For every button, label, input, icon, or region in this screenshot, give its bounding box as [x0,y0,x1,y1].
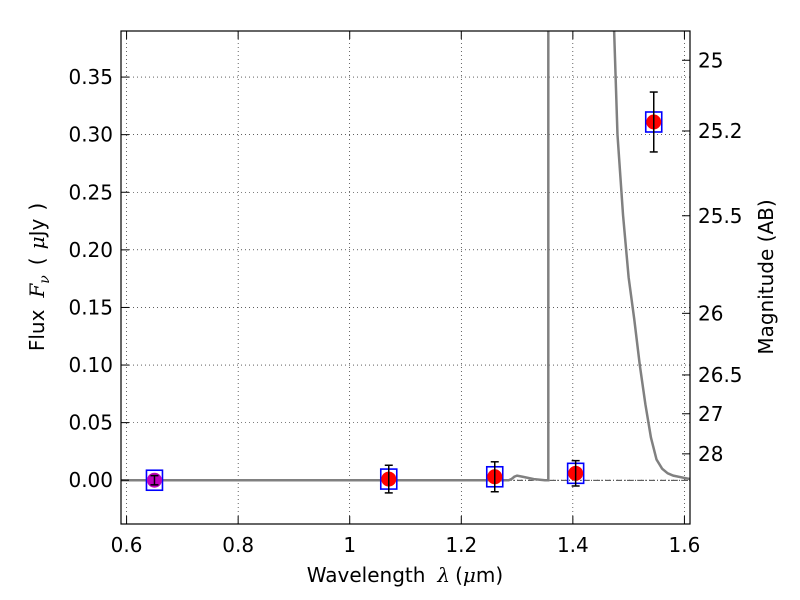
y2-tick-label: 25.5 [698,204,743,228]
x-tick-label: 0.6 [111,533,143,557]
x-tick-label: 1.2 [445,533,477,557]
y2-tick-label: 25 [698,48,723,72]
y2-tick-label: 26.5 [698,363,743,387]
y2-tick-label: 25.2 [698,119,743,143]
x-tick-label: 0.8 [222,533,254,557]
y-tick-label: 0.10 [68,353,113,377]
y2-tick-label: 26 [698,301,723,325]
data-points [145,91,663,494]
data-point [485,461,504,493]
spectrum-line [121,31,690,482]
y2-axis: 25 25.2 25.5 26 26.5 27 28 [682,48,743,466]
y-tick-label: 0.00 [68,468,113,492]
x-axis: 0.6 0.8 1 1.2 1.4 1.6 [111,31,701,557]
model-spectrum [121,31,690,482]
data-point [379,464,398,494]
plot-frame [120,30,691,525]
y-tick-label: 0.15 [68,295,113,319]
y-axis: 0.00 0.05 0.10 0.15 0.20 0.25 0.30 0.35 [68,65,129,492]
filter-box [145,469,164,492]
y-tick-label: 0.35 [68,65,113,89]
data-point [566,459,585,487]
y2-tick-label: 28 [698,442,723,466]
x-axis-label: Wavelength λ (μm) [307,563,503,587]
grid [121,31,690,524]
y-tick-label: 0.30 [68,123,113,147]
y-tick-label: 0.25 [68,180,113,204]
x-tick-label: 1.6 [669,533,701,557]
y-axis-label: FluxFν(μJy) [25,203,53,351]
data-point [145,469,164,492]
y-tick-label: 0.05 [68,411,113,435]
y2-axis-label: Magnitude (AB) [754,199,778,354]
y-tick-label: 0.20 [68,238,113,262]
x-tick-label: 1.4 [557,533,589,557]
y2-tick-label: 27 [698,402,723,426]
x-tick-label: 1 [343,533,356,557]
data-point [644,91,663,153]
